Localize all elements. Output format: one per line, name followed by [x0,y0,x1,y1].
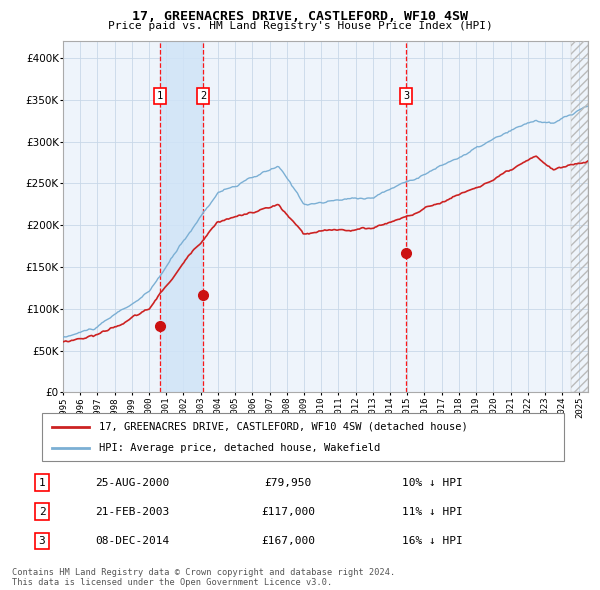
Text: 11% ↓ HPI: 11% ↓ HPI [401,507,463,517]
Text: 25-AUG-2000: 25-AUG-2000 [95,478,169,487]
Text: 3: 3 [38,536,46,546]
Text: 21-FEB-2003: 21-FEB-2003 [95,507,169,517]
FancyBboxPatch shape [42,413,564,461]
Text: This data is licensed under the Open Government Licence v3.0.: This data is licensed under the Open Gov… [12,578,332,587]
Text: Price paid vs. HM Land Registry's House Price Index (HPI): Price paid vs. HM Land Registry's House … [107,21,493,31]
Text: £79,950: £79,950 [265,478,311,487]
Text: 16% ↓ HPI: 16% ↓ HPI [401,536,463,546]
Text: Contains HM Land Registry data © Crown copyright and database right 2024.: Contains HM Land Registry data © Crown c… [12,568,395,576]
Text: 10% ↓ HPI: 10% ↓ HPI [401,478,463,487]
Text: 1: 1 [38,478,46,487]
Text: HPI: Average price, detached house, Wakefield: HPI: Average price, detached house, Wake… [100,443,380,453]
Bar [160,41,203,392]
Text: £117,000: £117,000 [261,507,315,517]
Text: 2: 2 [38,507,46,517]
Text: 1: 1 [157,91,163,101]
Text: 08-DEC-2014: 08-DEC-2014 [95,536,169,546]
Text: 17, GREENACRES DRIVE, CASTLEFORD, WF10 4SW: 17, GREENACRES DRIVE, CASTLEFORD, WF10 4… [132,10,468,23]
Text: 3: 3 [403,91,409,101]
Text: 2: 2 [200,91,206,101]
Text: £167,000: £167,000 [261,536,315,546]
Text: 17, GREENACRES DRIVE, CASTLEFORD, WF10 4SW (detached house): 17, GREENACRES DRIVE, CASTLEFORD, WF10 4… [100,421,468,431]
